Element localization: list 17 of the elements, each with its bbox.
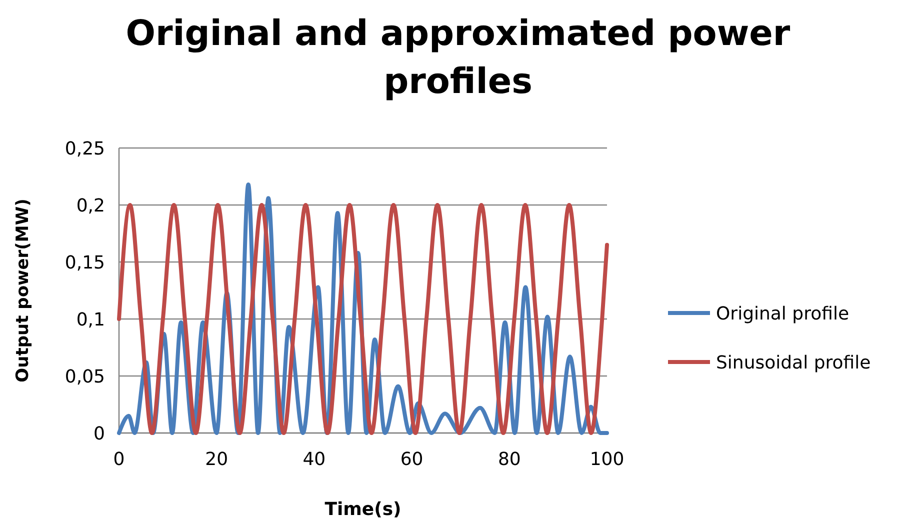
x-axis-title: Time(s) — [324, 499, 402, 520]
legend-label: Sinusoidal profile — [716, 352, 871, 374]
y-tick-label: 0,2 — [76, 195, 105, 216]
x-tick-label: 100 — [590, 449, 624, 470]
x-tick-label: 0 — [113, 449, 125, 470]
y-tick-label: 0 — [94, 423, 105, 444]
x-tick-label: 40 — [302, 449, 326, 470]
legend-label: Original profile — [716, 303, 850, 324]
y-axis-title: Output power(MW) — [13, 198, 33, 382]
x-tick-label: 60 — [400, 449, 424, 470]
chart-title: Original and approximated power profiles — [126, 14, 791, 102]
y-tick-label: 0,25 — [64, 138, 105, 160]
y-tick-label: 0,1 — [76, 309, 105, 330]
y-tick-label: 0,15 — [64, 252, 105, 274]
y-tick-label: 0,05 — [64, 366, 105, 388]
x-tick-label: 20 — [205, 449, 228, 470]
x-tick-label: 80 — [498, 449, 521, 470]
